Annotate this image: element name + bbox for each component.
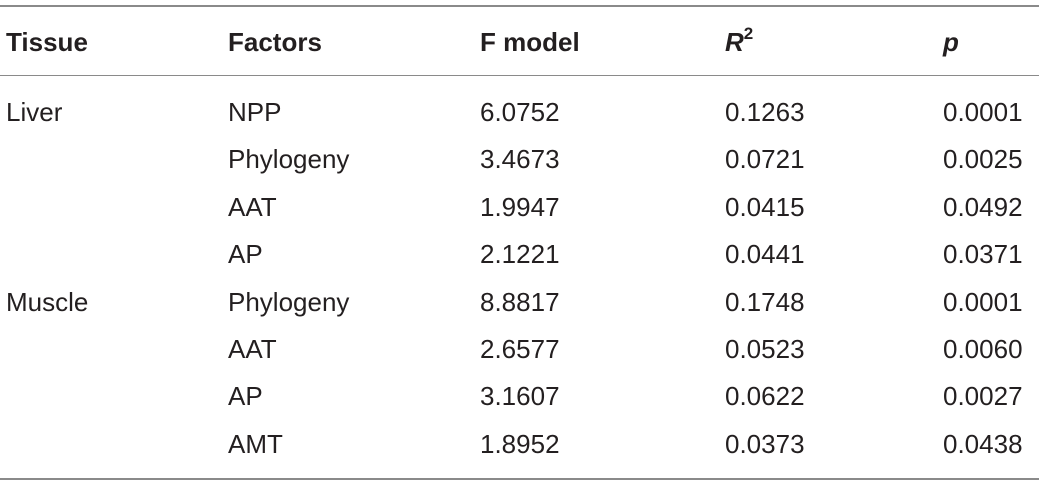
factor-cell: NPP	[228, 97, 282, 127]
value-cell: 3.4673	[480, 144, 560, 175]
header-text: R	[725, 27, 744, 57]
column-header: Tissue	[6, 27, 88, 57]
value-cell: 0.0492	[943, 191, 1023, 222]
column-header: R2	[725, 24, 754, 57]
value-cell: 0.0622	[725, 381, 805, 412]
value-cell: 6.0752	[480, 97, 560, 127]
value-cell: 0.0025	[943, 144, 1023, 175]
factor-cell: AP	[228, 239, 263, 270]
bottom-rule	[0, 478, 1039, 480]
value-cell: 0.0721	[725, 144, 805, 175]
factor-cell: Phylogeny	[228, 286, 350, 317]
value-cell: 0.0027	[943, 381, 1023, 412]
value-cell: 0.0523	[725, 334, 805, 364]
value-cell: 8.8817	[480, 286, 560, 317]
value-cell: 0.0001	[943, 97, 1023, 127]
value-cell: 0.0441	[725, 239, 805, 270]
value-cell: 2.1221	[480, 239, 560, 270]
top-rule	[0, 5, 1039, 7]
tissue-cell: Liver	[6, 97, 63, 127]
column-header: Factors	[228, 27, 322, 57]
factor-cell: AP	[228, 381, 263, 412]
value-cell: 1.9947	[480, 191, 560, 222]
value-cell: 0.0060	[943, 334, 1023, 364]
value-cell: 3.1607	[480, 381, 560, 412]
value-cell: 0.1748	[725, 286, 805, 317]
value-cell: 2.6577	[480, 334, 560, 364]
factor-cell: AAT	[228, 191, 277, 222]
factor-cell: AAT	[228, 334, 277, 364]
value-cell: 0.1263	[725, 97, 805, 127]
factor-cell: AMT	[228, 428, 283, 459]
value-cell: 1.8952	[480, 428, 560, 459]
value-cell: 0.0373	[725, 428, 805, 459]
header-rule	[0, 75, 1039, 76]
value-cell: 0.0371	[943, 239, 1023, 270]
value-cell: 0.0438	[943, 428, 1023, 459]
column-header: p	[943, 27, 959, 57]
value-cell: 0.0415	[725, 191, 805, 222]
column-header: F model	[480, 27, 580, 57]
value-cell: 0.0001	[943, 286, 1023, 317]
superscript: 2	[743, 24, 754, 44]
tissue-cell: Muscle	[6, 286, 89, 317]
factor-cell: Phylogeny	[228, 144, 350, 175]
